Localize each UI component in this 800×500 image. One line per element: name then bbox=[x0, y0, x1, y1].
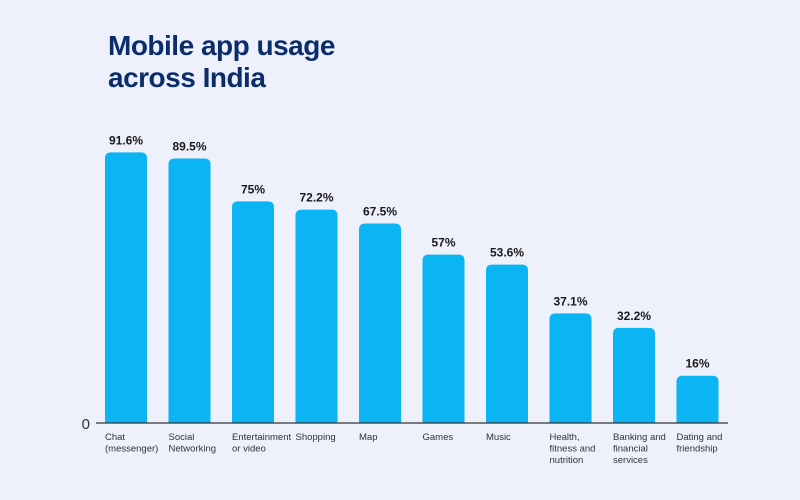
category-labels-group: Chat (messenger) Social Networking Entertain… bbox=[105, 432, 722, 466]
category-label-line: Health, bbox=[550, 432, 580, 443]
bar-value-label-7: 37.1% bbox=[553, 294, 587, 308]
chart-title-line-1: Mobile app usage bbox=[108, 30, 335, 61]
bar-4 bbox=[359, 223, 401, 423]
bar-7 bbox=[549, 313, 592, 423]
bar-value-label-9: 16% bbox=[685, 357, 709, 371]
category-label-3: Shopping bbox=[296, 432, 336, 443]
category-label-0: Chat (messenger) bbox=[105, 432, 158, 455]
bar-8 bbox=[613, 327, 655, 423]
bar-value-label-5: 57% bbox=[431, 236, 455, 250]
category-label-line: Networking bbox=[169, 444, 217, 455]
bar-value-label-6: 53.6% bbox=[490, 246, 524, 260]
bar-3 bbox=[295, 209, 338, 423]
category-label-line: (messenger) bbox=[105, 444, 158, 455]
category-label-6: Music bbox=[486, 432, 511, 443]
bars-group bbox=[105, 152, 719, 423]
category-label-9: Dating and friendship bbox=[677, 432, 723, 455]
category-label-7: Health, fitness and nutrition bbox=[550, 432, 596, 466]
bar-value-label-2: 75% bbox=[241, 182, 265, 196]
bar-value-label-0: 91.6% bbox=[109, 133, 143, 147]
category-label-line: Banking and bbox=[613, 432, 666, 443]
value-labels-group: 91.6% 89.5% 75% 72.2% 67.5% 57% 53.6% 37.1% 32.2… bbox=[109, 133, 710, 370]
chart-title-line-2: across India bbox=[108, 62, 266, 93]
category-label-line: services bbox=[613, 455, 648, 466]
bar-6 bbox=[486, 264, 528, 423]
category-label-line: fitness and bbox=[550, 444, 596, 455]
bar-value-label-1: 89.5% bbox=[172, 140, 206, 154]
category-label-4: Map bbox=[359, 432, 377, 443]
bar-1 bbox=[168, 158, 211, 423]
bar-2 bbox=[232, 201, 274, 423]
category-label-line: Entertainment bbox=[232, 432, 292, 443]
chart-title: Mobile app usage across India bbox=[108, 30, 528, 94]
bar-9 bbox=[676, 375, 719, 423]
category-label-line: Shopping bbox=[296, 432, 336, 443]
category-label-line: Map bbox=[359, 432, 377, 443]
category-label-line: friendship bbox=[677, 444, 718, 455]
category-label-line: financial bbox=[613, 444, 648, 455]
bar-value-label-4: 67.5% bbox=[363, 205, 397, 219]
category-label-line: or video bbox=[232, 444, 266, 455]
category-label-line: Dating and bbox=[677, 432, 723, 443]
y-tick-label-zero: 0 bbox=[82, 416, 90, 433]
category-label-line: Music bbox=[486, 432, 511, 443]
bar-value-label-3: 72.2% bbox=[299, 191, 333, 205]
category-label-5: Games bbox=[423, 432, 454, 443]
category-label-2: Entertainment or video bbox=[232, 432, 292, 455]
category-label-1: Social Networking bbox=[169, 432, 217, 455]
bar-0 bbox=[105, 152, 147, 423]
category-label-8: Banking and financial services bbox=[613, 432, 666, 466]
category-label-line: Games bbox=[423, 432, 454, 443]
category-label-line: Chat bbox=[105, 432, 125, 443]
category-label-line: nutrition bbox=[550, 455, 584, 466]
bar-value-label-8: 32.2% bbox=[617, 309, 651, 323]
category-label-line: Social bbox=[169, 432, 195, 443]
bar-5 bbox=[422, 254, 465, 423]
